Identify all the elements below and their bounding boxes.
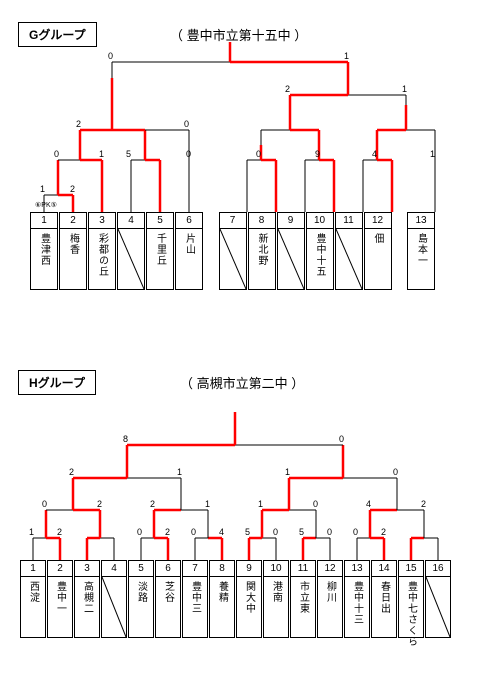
svg-text:⑥PK⑤: ⑥PK⑤: [35, 201, 57, 209]
team-box: 3彩都の丘: [88, 212, 116, 290]
svg-text:2: 2: [421, 499, 426, 509]
team-box: 9: [277, 212, 305, 290]
svg-text:0: 0: [191, 527, 196, 537]
svg-text:0: 0: [353, 527, 358, 537]
svg-text:2: 2: [150, 499, 155, 509]
svg-text:1: 1: [99, 149, 104, 159]
svg-text:0: 0: [256, 149, 261, 159]
svg-text:8: 8: [123, 434, 128, 444]
team-box: 4: [101, 560, 127, 638]
team-box: 12佃: [364, 212, 392, 290]
team-box: 8新北野: [248, 212, 276, 290]
team-box: 11市立東: [290, 560, 316, 638]
svg-text:5: 5: [245, 527, 250, 537]
team-box: 13島本一: [407, 212, 435, 290]
svg-text:1: 1: [430, 149, 435, 159]
team-box: 5淡路: [128, 560, 154, 638]
team-box: 10港南: [263, 560, 289, 638]
team-box: 5千里丘: [146, 212, 174, 290]
svg-text:2: 2: [165, 527, 170, 537]
svg-text:0: 0: [393, 467, 398, 477]
team-box: 2梅香: [59, 212, 87, 290]
team-box: 12柳川: [317, 560, 343, 638]
svg-text:2: 2: [70, 184, 75, 194]
svg-text:1: 1: [29, 527, 34, 537]
svg-text:1: 1: [177, 467, 182, 477]
svg-text:5: 5: [299, 527, 304, 537]
team-box: 14春日出: [371, 560, 397, 638]
team-box: 7豊中三: [182, 560, 208, 638]
svg-text:0: 0: [54, 149, 59, 159]
svg-text:0: 0: [42, 499, 47, 509]
svg-text:4: 4: [372, 149, 377, 159]
team-box: 11: [335, 212, 363, 290]
team-box: 4: [117, 212, 145, 290]
svg-text:1: 1: [344, 51, 349, 61]
svg-text:2: 2: [57, 527, 62, 537]
svg-text:1: 1: [402, 84, 407, 94]
svg-text:1: 1: [258, 499, 263, 509]
svg-text:2: 2: [76, 119, 81, 129]
svg-text:1: 1: [40, 184, 45, 194]
team-box: 6芝谷: [155, 560, 181, 638]
team-box: 1西淀: [20, 560, 46, 638]
svg-text:4: 4: [366, 499, 371, 509]
svg-text:0: 0: [184, 119, 189, 129]
svg-text:1: 1: [205, 499, 210, 509]
team-box: 9関大中: [236, 560, 262, 638]
team-box: 10豊中十五: [306, 212, 334, 290]
team-box: 15豊中七さくら: [398, 560, 424, 638]
svg-text:1: 1: [285, 467, 290, 477]
svg-text:0: 0: [137, 527, 142, 537]
team-box: 6片山: [175, 212, 203, 290]
svg-text:0: 0: [339, 434, 344, 444]
team-box: 3高槻二: [74, 560, 100, 638]
svg-text:4: 4: [219, 527, 224, 537]
svg-text:0: 0: [273, 527, 278, 537]
team-box: 2豊中一: [47, 560, 73, 638]
team-box: 16: [425, 560, 451, 638]
team-box: 13豊中十三: [344, 560, 370, 638]
svg-text:0: 0: [186, 149, 191, 159]
svg-text:2: 2: [381, 527, 386, 537]
team-box: 8養精: [209, 560, 235, 638]
svg-text:0: 0: [313, 499, 318, 509]
svg-text:5: 5: [126, 149, 131, 159]
team-box: 1豊津西: [30, 212, 58, 290]
svg-text:0: 0: [327, 527, 332, 537]
svg-text:2: 2: [285, 84, 290, 94]
svg-text:0: 0: [108, 51, 113, 61]
svg-text:2: 2: [69, 467, 74, 477]
svg-text:9: 9: [315, 149, 320, 159]
svg-text:2: 2: [97, 499, 102, 509]
team-box: 7: [219, 212, 247, 290]
